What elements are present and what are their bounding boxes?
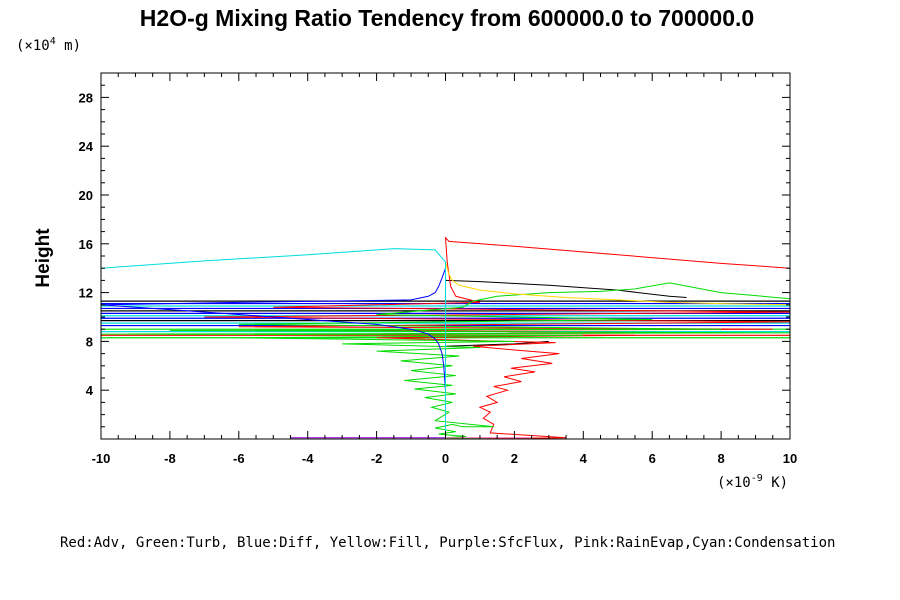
chart-title: H2O-g Mixing Ratio Tendency from 600000.… <box>140 5 754 31</box>
x-unit-label: (×10-9 K) <box>717 473 788 491</box>
series-line-condensation <box>100 248 446 439</box>
series-layer <box>100 236 791 440</box>
y-tick-label: 16 <box>79 237 93 252</box>
y-tick-label: 12 <box>79 286 93 301</box>
x-tick-label: -8 <box>164 451 176 466</box>
series-line-turb <box>100 282 791 440</box>
series-line-diff <box>100 268 446 439</box>
x-tick-labels: -10 -8 -6 -4 -2 0 2 4 6 8 10 <box>92 451 798 466</box>
y-unit-label: (×104 m) <box>16 36 81 54</box>
y-tick-label: 20 <box>79 188 93 203</box>
x-tick-label: 6 <box>649 451 656 466</box>
x-tick-label: 4 <box>580 451 588 466</box>
x-tick-label: 8 <box>717 451 724 466</box>
x-tick-label: 0 <box>442 451 449 466</box>
x-tick-label: -2 <box>371 451 383 466</box>
x-tick-label: -6 <box>233 451 245 466</box>
tick-layer <box>100 72 791 440</box>
y-axis-label: Height <box>33 228 54 288</box>
legend-caption: Red:Adv, Green:Turb, Blue:Diff, Yellow:F… <box>60 535 835 551</box>
x-tick-label: 10 <box>783 451 797 466</box>
y-tick-labels: 4 8 12 16 20 24 28 <box>79 90 94 398</box>
x-tick-label: -4 <box>302 451 314 466</box>
y-tick-label: 8 <box>86 334 93 349</box>
y-tick-label: 24 <box>79 139 94 154</box>
series-line-fill <box>445 261 791 306</box>
y-tick-label: 28 <box>79 90 93 105</box>
x-tick-label: -10 <box>92 451 111 466</box>
y-tick-label: 4 <box>86 383 94 398</box>
x-tick-label: 2 <box>511 451 518 466</box>
profile-line <box>445 279 687 298</box>
